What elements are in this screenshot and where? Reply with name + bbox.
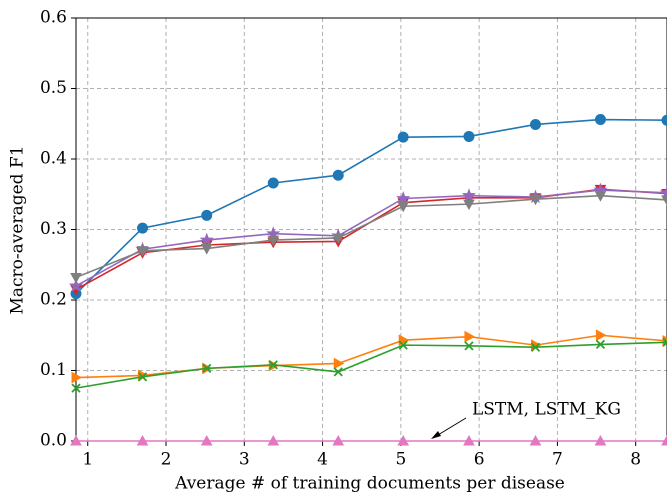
marker: [267, 235, 280, 247]
marker: [529, 434, 542, 446]
series-line: [75, 188, 667, 291]
marker: [332, 169, 344, 181]
marker: [659, 185, 667, 199]
marker: [267, 434, 280, 446]
series-line: [75, 341, 667, 389]
marker: [136, 434, 149, 446]
marker: [200, 244, 213, 255]
y-tick-label: 0.5: [40, 78, 67, 98]
marker: [595, 329, 607, 342]
marker: [68, 278, 84, 292]
marker: [595, 339, 606, 350]
marker: [332, 233, 345, 244]
marker: [71, 371, 83, 384]
marker: [201, 209, 213, 221]
marker: [137, 372, 148, 382]
x-tick-label: 1: [82, 450, 93, 470]
marker: [594, 434, 607, 446]
y-tick-label: 0.1: [40, 360, 67, 380]
marker: [464, 330, 475, 343]
y-tick-label: 0.0: [40, 431, 67, 451]
marker: [461, 188, 477, 202]
y-axis-label: Macro-averaged F1: [8, 145, 28, 314]
marker: [333, 357, 345, 370]
x-axis-label: Average # of training documents per dise…: [174, 474, 565, 494]
marker: [71, 383, 81, 393]
marker: [200, 434, 213, 446]
marker: [661, 434, 667, 446]
marker: [463, 434, 475, 446]
marker: [463, 130, 475, 142]
marker: [137, 222, 149, 234]
marker: [398, 340, 408, 350]
annotation-arrowhead: [431, 431, 441, 439]
marker: [333, 367, 343, 377]
marker: [594, 191, 607, 202]
marker: [332, 434, 345, 446]
y-tick-label: 0.3: [40, 219, 67, 239]
marker: [136, 246, 149, 257]
marker: [662, 337, 667, 347]
x-tick-label: 3: [239, 450, 250, 470]
y-tick-label: 0.2: [40, 290, 67, 310]
x-tick-label: 7: [552, 450, 563, 470]
marker: [199, 232, 214, 247]
x-tick-label: 5: [395, 450, 406, 470]
y-tick-label: 0.4: [40, 149, 67, 169]
marker: [661, 114, 667, 126]
x-tick-label: 6: [474, 450, 485, 470]
marker: [530, 342, 541, 352]
x-tick-label: 8: [630, 450, 641, 470]
marker: [396, 191, 411, 205]
marker: [267, 177, 279, 189]
marker: [464, 341, 474, 351]
marker: [397, 434, 410, 446]
marker: [397, 201, 410, 213]
marker: [463, 199, 475, 211]
series-line: [75, 118, 667, 295]
x-tick-label: 4: [317, 450, 328, 470]
y-tick-label: 0.6: [40, 8, 67, 28]
marker: [661, 195, 667, 206]
annotation: LSTM, LSTM_KG: [472, 400, 621, 420]
marker: [70, 434, 82, 446]
marker: [268, 360, 278, 370]
marker: [70, 272, 82, 284]
series-line: [75, 334, 667, 379]
series-line: [75, 194, 667, 279]
marker: [202, 363, 212, 374]
series-line: [75, 189, 667, 287]
marker: [594, 114, 606, 126]
x-tick-label: 2: [161, 450, 172, 470]
marker: [529, 118, 541, 130]
marker: [397, 131, 409, 143]
marker: [529, 194, 542, 206]
